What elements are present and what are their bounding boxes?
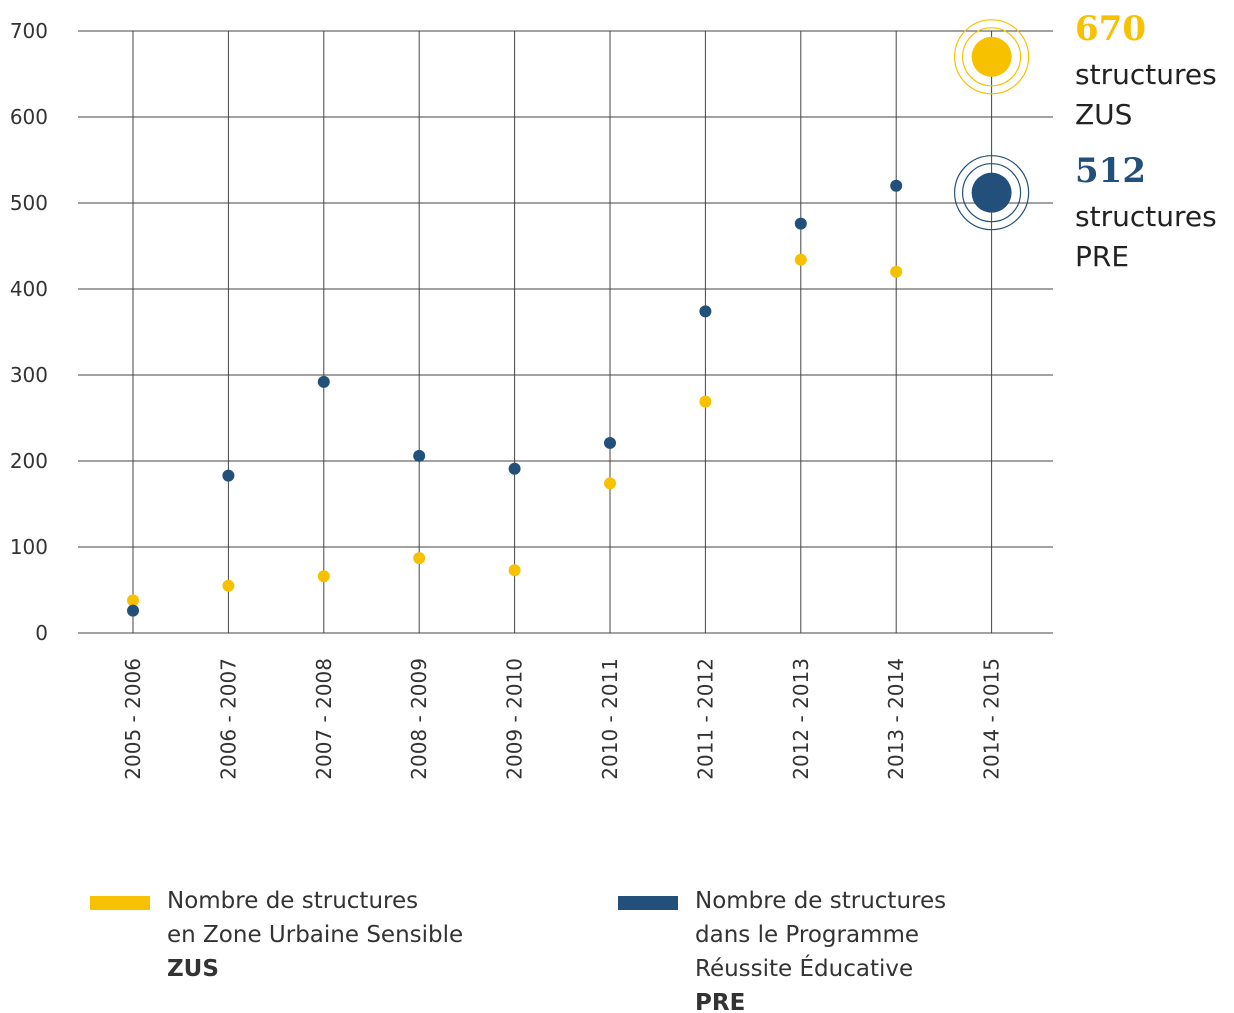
legend-label: en Zone Urbaine Sensible bbox=[167, 922, 463, 948]
point bbox=[794, 217, 807, 230]
point bbox=[317, 375, 330, 388]
x-tick-label: 2014 - 2015 bbox=[980, 658, 1004, 780]
legend-label: Réussite Éducative bbox=[695, 954, 913, 982]
x-tick-label: 2013 - 2014 bbox=[884, 658, 908, 780]
annotation-text: PRE bbox=[1075, 240, 1129, 273]
legend-abbr: ZUS bbox=[167, 956, 219, 982]
annotation-value: 512 bbox=[1075, 151, 1146, 191]
point bbox=[222, 469, 235, 482]
highlight-ring bbox=[961, 163, 1022, 223]
x-tick-label: 2010 - 2011 bbox=[598, 658, 622, 780]
x-tick-label: 2009 - 2010 bbox=[503, 658, 527, 780]
legend-swatch bbox=[90, 896, 150, 910]
legend-swatch bbox=[618, 896, 678, 910]
point bbox=[413, 552, 426, 565]
legend-label: Nombre de structures bbox=[695, 888, 946, 914]
point bbox=[127, 594, 139, 607]
point bbox=[890, 265, 903, 278]
highlight-ring bbox=[953, 19, 1030, 95]
point bbox=[508, 564, 521, 577]
y-tick-label: 600 bbox=[10, 105, 48, 129]
point bbox=[699, 305, 712, 318]
legend-label: Nombre de structures bbox=[167, 888, 418, 914]
annotation-text: structures bbox=[1075, 200, 1217, 233]
point bbox=[604, 436, 616, 449]
highlight-point bbox=[971, 172, 1012, 213]
y-tick-label: 300 bbox=[10, 363, 48, 387]
y-tick-label: 0 bbox=[35, 621, 48, 645]
y-tick-label: 200 bbox=[10, 449, 48, 473]
y-tick-label: 100 bbox=[10, 535, 48, 559]
annotation-text: structures bbox=[1075, 58, 1217, 91]
x-tick-label: 2007 - 2008 bbox=[312, 658, 336, 780]
highlight-ring bbox=[961, 27, 1022, 87]
point bbox=[604, 477, 616, 490]
annotation-text: ZUS bbox=[1075, 98, 1132, 131]
x-tick-label: 2006 - 2007 bbox=[216, 658, 240, 780]
legend-label: dans le Programme bbox=[695, 922, 919, 948]
highlight-ring bbox=[953, 155, 1030, 231]
highlight-point bbox=[971, 36, 1012, 77]
legend-abbr: PRE bbox=[695, 990, 745, 1013]
point bbox=[317, 570, 330, 583]
point bbox=[413, 449, 426, 462]
point bbox=[222, 579, 235, 592]
point bbox=[699, 395, 712, 408]
point bbox=[508, 462, 521, 475]
x-tick-label: 2008 - 2009 bbox=[407, 658, 431, 780]
x-tick-label: 2011 - 2012 bbox=[693, 658, 717, 780]
annotation-value: 670 bbox=[1075, 9, 1146, 49]
y-tick-label: 500 bbox=[10, 191, 48, 215]
x-tick-label: 2005 - 2006 bbox=[121, 658, 145, 780]
y-tick-label: 700 bbox=[10, 19, 48, 43]
x-tick-label: 2012 - 2013 bbox=[789, 658, 813, 780]
y-tick-label: 400 bbox=[10, 277, 48, 301]
point bbox=[794, 253, 807, 266]
point bbox=[890, 179, 903, 192]
point bbox=[127, 604, 139, 617]
